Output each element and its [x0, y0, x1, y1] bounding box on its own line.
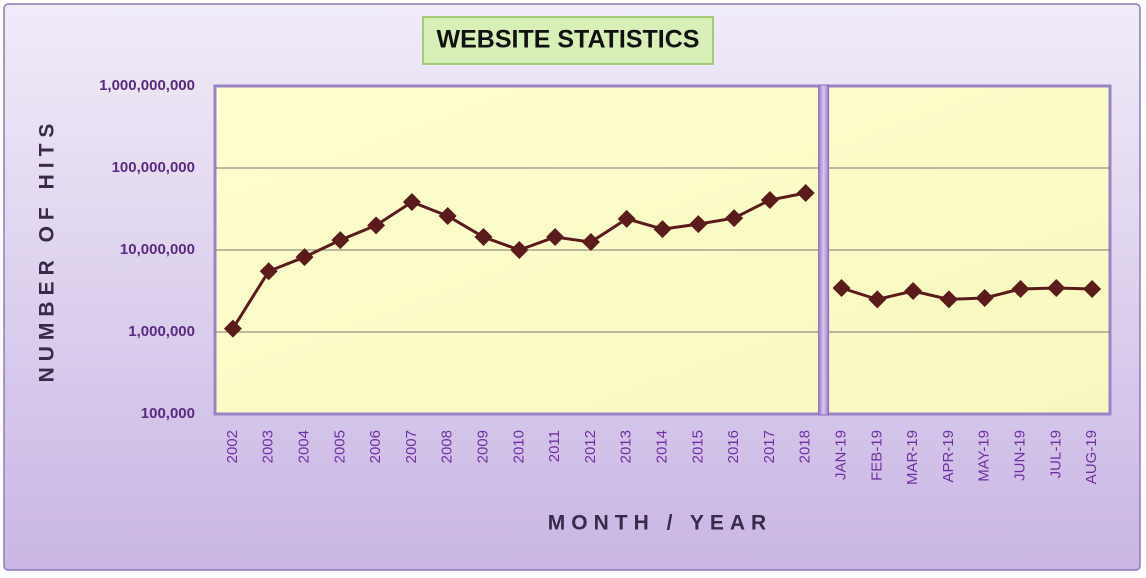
- data-point: [1011, 279, 1030, 298]
- x-tick-label: 2018: [797, 430, 814, 463]
- x-tick-label: 2011: [546, 430, 563, 462]
- data-point: [832, 279, 851, 298]
- x-tick-label: 2003: [260, 430, 277, 463]
- x-tick-label: JUL-19: [1047, 430, 1064, 478]
- data-point: [1083, 279, 1102, 298]
- x-tick-label: 2004: [295, 430, 312, 463]
- x-tick-label: 2013: [618, 430, 635, 463]
- x-tick-label: 2017: [761, 430, 778, 463]
- y-tick-label: 1,000,000: [128, 323, 195, 340]
- x-tick-label: 2015: [689, 430, 706, 463]
- x-tick-label: 2012: [582, 430, 599, 463]
- x-tick-label: 2007: [403, 430, 420, 463]
- chart-title: WEBSITE STATISTICS: [437, 26, 700, 54]
- x-tick-label: 2016: [725, 430, 742, 463]
- x-tick-label: 2010: [510, 430, 527, 463]
- title-box: [422, 16, 714, 65]
- data-point: [939, 290, 958, 309]
- data-point: [223, 319, 242, 338]
- data-point: [725, 209, 744, 228]
- data-point: [438, 206, 457, 225]
- x-tick-label: AUG-19: [1083, 430, 1100, 484]
- data-point: [689, 215, 708, 234]
- y-axis-label: NUMBER OF HITS: [36, 118, 59, 383]
- x-tick-label: 2006: [367, 430, 384, 463]
- data-point: [653, 220, 672, 239]
- y-tick-label: 100,000,000: [112, 159, 195, 176]
- x-tick-label: JAN-19: [832, 430, 849, 480]
- data-point: [546, 228, 565, 247]
- y-tick-label: 100,000: [141, 405, 195, 422]
- x-tick-label: 2002: [224, 430, 241, 463]
- section-separator: [818, 84, 830, 416]
- y-tick-label: 10,000,000: [120, 241, 195, 258]
- data-point: [975, 288, 994, 307]
- x-tick-label: 2009: [474, 430, 491, 463]
- x-axis-label: MONTH / YEAR: [548, 512, 772, 535]
- data-point: [402, 192, 421, 211]
- data-point: [904, 282, 923, 301]
- x-tick-label: 2014: [653, 430, 670, 463]
- x-tick-label: 2008: [439, 430, 456, 463]
- data-point: [331, 231, 350, 250]
- data-point: [1047, 279, 1066, 298]
- data-point: [617, 209, 636, 228]
- data-point: [295, 248, 314, 267]
- x-tick-label: MAR-19: [904, 430, 921, 485]
- data-point: [796, 183, 815, 202]
- data-point: [367, 216, 386, 235]
- x-tick-label: MAY-19: [976, 430, 993, 482]
- x-tick-label: JUN-19: [1011, 430, 1028, 481]
- data-point: [474, 228, 493, 247]
- x-tick-label: APR-19: [940, 430, 957, 483]
- data-point: [581, 233, 600, 252]
- x-tick-label: 2005: [331, 430, 348, 463]
- y-tick-label: 1,000,000,000: [99, 77, 195, 94]
- x-tick-label: FEB-19: [868, 430, 885, 481]
- data-point: [868, 290, 887, 309]
- data-point: [510, 241, 529, 259]
- data-point: [259, 262, 278, 281]
- data-point: [760, 191, 779, 210]
